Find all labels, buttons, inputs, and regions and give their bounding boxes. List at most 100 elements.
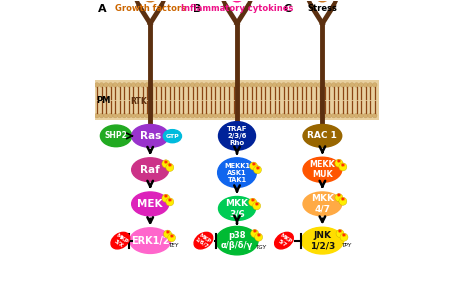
Circle shape	[104, 114, 109, 118]
Text: *: *	[168, 198, 172, 207]
Text: *: *	[170, 234, 173, 243]
Circle shape	[163, 114, 167, 118]
Circle shape	[140, 83, 145, 87]
Circle shape	[236, 83, 240, 87]
Circle shape	[309, 114, 313, 118]
Text: *: *	[164, 160, 168, 168]
Circle shape	[295, 83, 300, 87]
Circle shape	[368, 114, 373, 118]
Circle shape	[95, 114, 99, 118]
Circle shape	[227, 83, 231, 87]
Bar	[95, 80, 379, 120]
Circle shape	[291, 83, 295, 87]
Circle shape	[222, 83, 227, 87]
Circle shape	[154, 83, 158, 87]
Circle shape	[99, 114, 104, 118]
Text: *: *	[342, 233, 346, 242]
Circle shape	[231, 83, 236, 87]
Ellipse shape	[218, 158, 256, 187]
Text: Ras: Ras	[139, 131, 161, 141]
Text: SHP2: SHP2	[105, 131, 128, 140]
Circle shape	[158, 114, 163, 118]
Circle shape	[149, 83, 154, 87]
Text: p38
α/β/δ/γ: p38 α/β/δ/γ	[221, 231, 253, 250]
Circle shape	[209, 83, 213, 87]
Ellipse shape	[132, 192, 169, 216]
Text: TRAF
2/3/6
Rho: TRAF 2/3/6 Rho	[227, 126, 247, 146]
Circle shape	[251, 230, 259, 237]
Circle shape	[195, 83, 200, 87]
Circle shape	[166, 198, 174, 206]
Circle shape	[341, 83, 345, 87]
Circle shape	[304, 114, 309, 118]
Circle shape	[263, 114, 268, 118]
Circle shape	[277, 114, 282, 118]
Text: RAC 1: RAC 1	[308, 131, 337, 140]
Circle shape	[268, 114, 272, 118]
Text: A: A	[98, 3, 106, 13]
Text: TPY: TPY	[342, 243, 352, 249]
Circle shape	[131, 83, 136, 87]
Circle shape	[231, 114, 236, 118]
Circle shape	[218, 83, 222, 87]
Circle shape	[240, 114, 245, 118]
Circle shape	[95, 83, 99, 87]
Circle shape	[340, 233, 348, 241]
Ellipse shape	[194, 232, 213, 249]
Circle shape	[204, 83, 209, 87]
Text: *: *	[164, 194, 168, 203]
Circle shape	[136, 83, 140, 87]
Text: MKK
4/7: MKK 4/7	[311, 194, 334, 214]
Circle shape	[177, 83, 181, 87]
Circle shape	[331, 83, 336, 87]
Circle shape	[122, 114, 127, 118]
Text: *: *	[338, 229, 342, 238]
Text: *: *	[337, 159, 341, 168]
Circle shape	[354, 83, 359, 87]
Circle shape	[191, 83, 195, 87]
Circle shape	[253, 202, 261, 210]
Circle shape	[354, 114, 359, 118]
Circle shape	[158, 83, 163, 87]
Circle shape	[364, 83, 368, 87]
Circle shape	[341, 114, 345, 118]
Circle shape	[336, 114, 341, 118]
Circle shape	[345, 83, 350, 87]
Circle shape	[227, 114, 231, 118]
Circle shape	[359, 114, 364, 118]
Circle shape	[113, 83, 118, 87]
Circle shape	[304, 83, 309, 87]
Text: GTP: GTP	[165, 134, 179, 139]
Text: *: *	[255, 166, 259, 174]
Circle shape	[336, 230, 344, 237]
Ellipse shape	[163, 130, 182, 143]
Text: MKK
3/6: MKK 3/6	[226, 199, 248, 218]
Text: MEK: MEK	[137, 199, 163, 209]
Circle shape	[149, 114, 154, 118]
Text: *: *	[337, 193, 341, 202]
Ellipse shape	[111, 232, 130, 249]
Circle shape	[167, 83, 172, 87]
Circle shape	[145, 83, 149, 87]
Ellipse shape	[301, 227, 344, 254]
Circle shape	[167, 114, 172, 118]
Ellipse shape	[219, 196, 255, 221]
Circle shape	[291, 114, 295, 118]
Text: Inflammatory cytokines: Inflammatory cytokines	[181, 3, 293, 13]
Circle shape	[167, 234, 175, 242]
Circle shape	[177, 114, 181, 118]
Text: ERK1/2: ERK1/2	[131, 236, 170, 246]
Text: TGY: TGY	[256, 245, 267, 250]
Circle shape	[143, 0, 157, 2]
Text: Raf: Raf	[140, 165, 160, 175]
Circle shape	[172, 114, 177, 118]
Circle shape	[254, 166, 262, 174]
Circle shape	[282, 83, 286, 87]
Circle shape	[218, 114, 222, 118]
Circle shape	[295, 114, 300, 118]
Circle shape	[99, 83, 104, 87]
Circle shape	[249, 83, 254, 87]
Circle shape	[104, 83, 109, 87]
Circle shape	[254, 83, 259, 87]
Circle shape	[131, 114, 136, 118]
